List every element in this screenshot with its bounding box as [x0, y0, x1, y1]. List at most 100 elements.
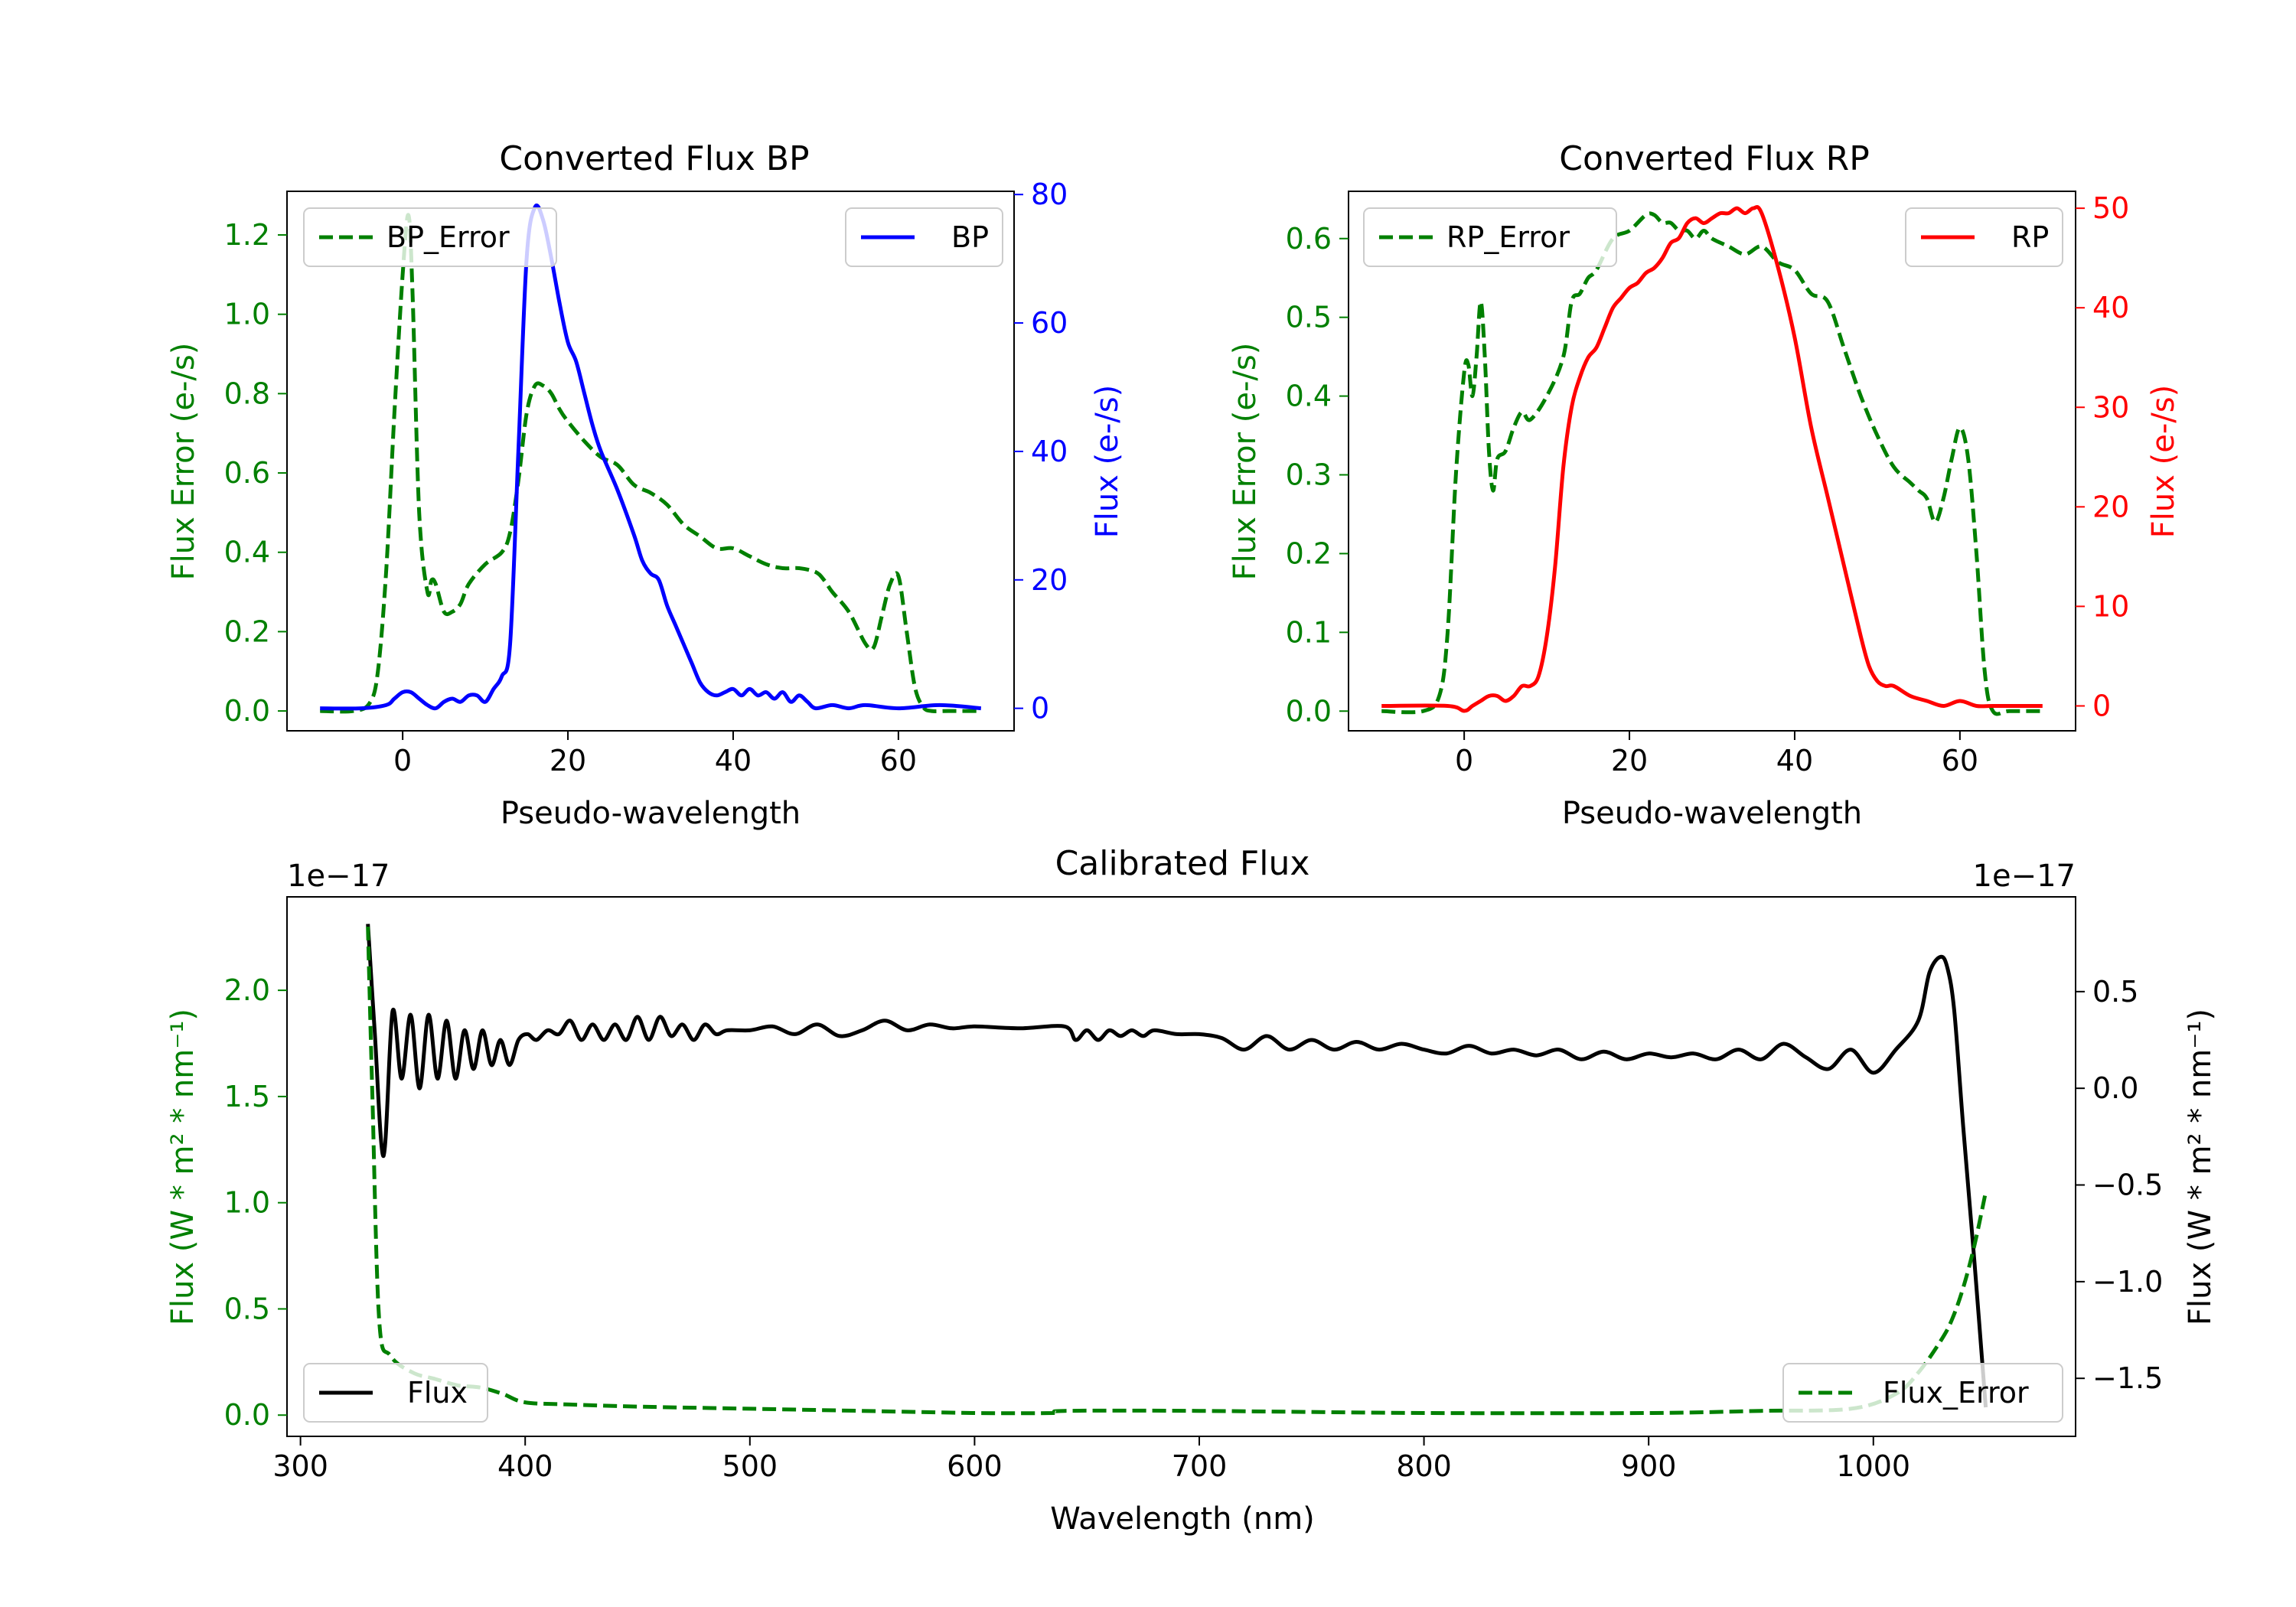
y-tick-label-right: 0.0	[2092, 1071, 2138, 1105]
y-tick-label-right: 50	[2092, 191, 2129, 225]
x-tick-label: 800	[1396, 1449, 1452, 1483]
legend-bp-error: BP_Error	[303, 207, 557, 267]
y-tick-label-left: 0.0	[1286, 694, 1332, 728]
plot-frame	[1348, 191, 2076, 732]
y-tick-label-left: 0.0	[224, 694, 270, 728]
y-axis-label-right: Flux (W * m² * nm⁻¹)	[2183, 1009, 2218, 1325]
offset-text-right: 1e−17	[1973, 859, 2076, 894]
y-tick-label-right: 0	[2092, 689, 2111, 722]
chart-calibrated: Calibrated Flux 300 400 500 600 700 800 900 100…	[165, 844, 2218, 1537]
x-tick-label: 60	[1942, 744, 1978, 777]
x-axis: 0 20 40 60	[1455, 731, 1978, 777]
series-line-rp-error	[1381, 211, 2043, 716]
x-tick-label: 40	[1776, 744, 1813, 777]
x-axis-label: Pseudo-wavelength	[501, 796, 801, 831]
series-line-rp	[1381, 205, 2043, 713]
x-tick-label: 0	[393, 744, 412, 777]
y-axis-left: 0.0 0.2 0.4 0.6 0.8 1.0 1.2	[224, 218, 287, 728]
y-tick-label-left: 1.0	[224, 298, 270, 331]
y-tick-label-left: 0.2	[224, 614, 270, 648]
x-tick-label: 1000	[1836, 1449, 1910, 1483]
plot-frame	[286, 896, 2076, 1437]
y-axis-right: 0 10 20 30 40 50	[2076, 191, 2129, 722]
legend-label: RP	[2011, 220, 2049, 254]
legend-label: BP_Error	[386, 220, 510, 254]
y-tick-label-left: 0.6	[1286, 222, 1332, 256]
x-tick-label: 60	[880, 744, 917, 777]
legend-label: Flux	[407, 1376, 468, 1410]
legend-flux: Flux	[303, 1363, 488, 1423]
x-tick-label: 900	[1621, 1449, 1677, 1483]
series-line-bp	[320, 204, 982, 711]
y-axis-label-left: Flux Error (e-/s)	[1228, 343, 1263, 581]
y-tick-label-right: 0.5	[2092, 975, 2138, 1009]
x-axis: 300 400 500 600 700 800 900 1000	[272, 1436, 1910, 1483]
y-tick-label-left: 0.4	[1286, 380, 1332, 413]
x-axis-label: Wavelength (nm)	[1050, 1501, 1315, 1537]
y-tick-label-left: 1.0	[224, 1186, 270, 1220]
x-axis: 0 20 40 60	[393, 731, 917, 777]
y-axis-right: 0.5 0.0 −0.5 −1.0 −1.5	[2076, 975, 2163, 1395]
legend-box	[1782, 1363, 2063, 1423]
series-line-flux	[366, 924, 1988, 1408]
legend-box	[1363, 207, 1617, 267]
plot-area	[1381, 205, 2043, 716]
legend-rp: RP	[1905, 207, 2063, 267]
y-tick-label-left: 2.0	[224, 973, 270, 1007]
y-tick-label-left: 0.5	[224, 1292, 270, 1325]
y-tick-label-right: 20	[1031, 563, 1068, 597]
legend-bp: BP	[845, 207, 1003, 267]
y-tick-label-left: 1.2	[224, 218, 270, 252]
x-tick-label: 0	[1455, 744, 1473, 777]
y-tick-label-right: 30	[2092, 390, 2129, 424]
y-tick-label-right: −1.0	[2092, 1265, 2163, 1299]
chart-title: Converted Flux RP	[1559, 139, 1870, 178]
x-tick-label: 700	[1172, 1449, 1228, 1483]
y-tick-label-right: 20	[2092, 490, 2129, 523]
y-tick-label-right: 40	[2092, 291, 2129, 324]
x-tick-label: 400	[497, 1449, 553, 1483]
legend-box	[303, 1363, 488, 1423]
y-axis-label-left: Flux (W * m² * nm⁻¹)	[165, 1009, 201, 1325]
y-tick-label-right: −1.5	[2092, 1361, 2163, 1395]
y-tick-label-right: 0	[1031, 692, 1049, 725]
y-tick-label-right: 80	[1031, 178, 1068, 211]
chart-rp: Converted Flux RP 0 20 40 60 0.00.10.20.30.…	[1228, 139, 2181, 831]
legend-box	[303, 207, 557, 267]
y-axis-label-right: Flux (e-/s)	[1090, 385, 1125, 538]
x-axis-label: Pseudo-wavelength	[1562, 796, 1862, 831]
y-axis-left: 0.0 0.5 1.0 1.5 2.0	[224, 973, 287, 1432]
y-tick-label-right: 40	[1031, 435, 1068, 468]
x-tick-label: 500	[722, 1449, 778, 1483]
chart-title: Calibrated Flux	[1055, 844, 1310, 883]
x-tick-label: 20	[1611, 744, 1648, 777]
y-tick-label-left: 0.0	[224, 1398, 270, 1432]
y-tick-label-left: 0.3	[1286, 458, 1332, 492]
plot-frame	[286, 191, 1015, 732]
y-tick-label-left: 0.2	[1286, 536, 1332, 570]
x-tick-label: 300	[272, 1449, 328, 1483]
legend-rp-error: RP_Error	[1363, 207, 1617, 267]
legend-label: BP	[951, 220, 989, 254]
chart-bp: Converted Flux BP 0 20 40 60 0.00.20.40.60.…	[166, 139, 1125, 831]
x-tick-label: 600	[947, 1449, 1003, 1483]
y-axis-label-right: Flux (e-/s)	[2146, 385, 2181, 538]
legend-flux-error: Flux_Error	[1782, 1363, 2063, 1423]
x-tick-label: 40	[715, 744, 752, 777]
legend-box	[1905, 207, 2063, 267]
x-tick-label: 20	[550, 744, 586, 777]
chart-title: Converted Flux BP	[499, 139, 809, 178]
y-tick-label-right: 10	[2092, 589, 2129, 623]
offset-text-left: 1e−17	[287, 859, 390, 894]
legend-box	[845, 207, 1003, 267]
y-tick-label-left: 0.6	[224, 456, 270, 490]
y-axis-label-left: Flux Error (e-/s)	[166, 343, 201, 581]
y-tick-label-left: 0.5	[1286, 301, 1332, 334]
y-tick-label-right: −0.5	[2092, 1169, 2163, 1202]
y-tick-label-left: 0.4	[224, 536, 270, 569]
legend-label: RP_Error	[1446, 220, 1570, 254]
y-axis-left: 0.0 0.1 0.2 0.3 0.4 0.5 0.6	[1286, 222, 1349, 728]
y-axis-right: 0 20 40 60 80	[1014, 178, 1068, 725]
